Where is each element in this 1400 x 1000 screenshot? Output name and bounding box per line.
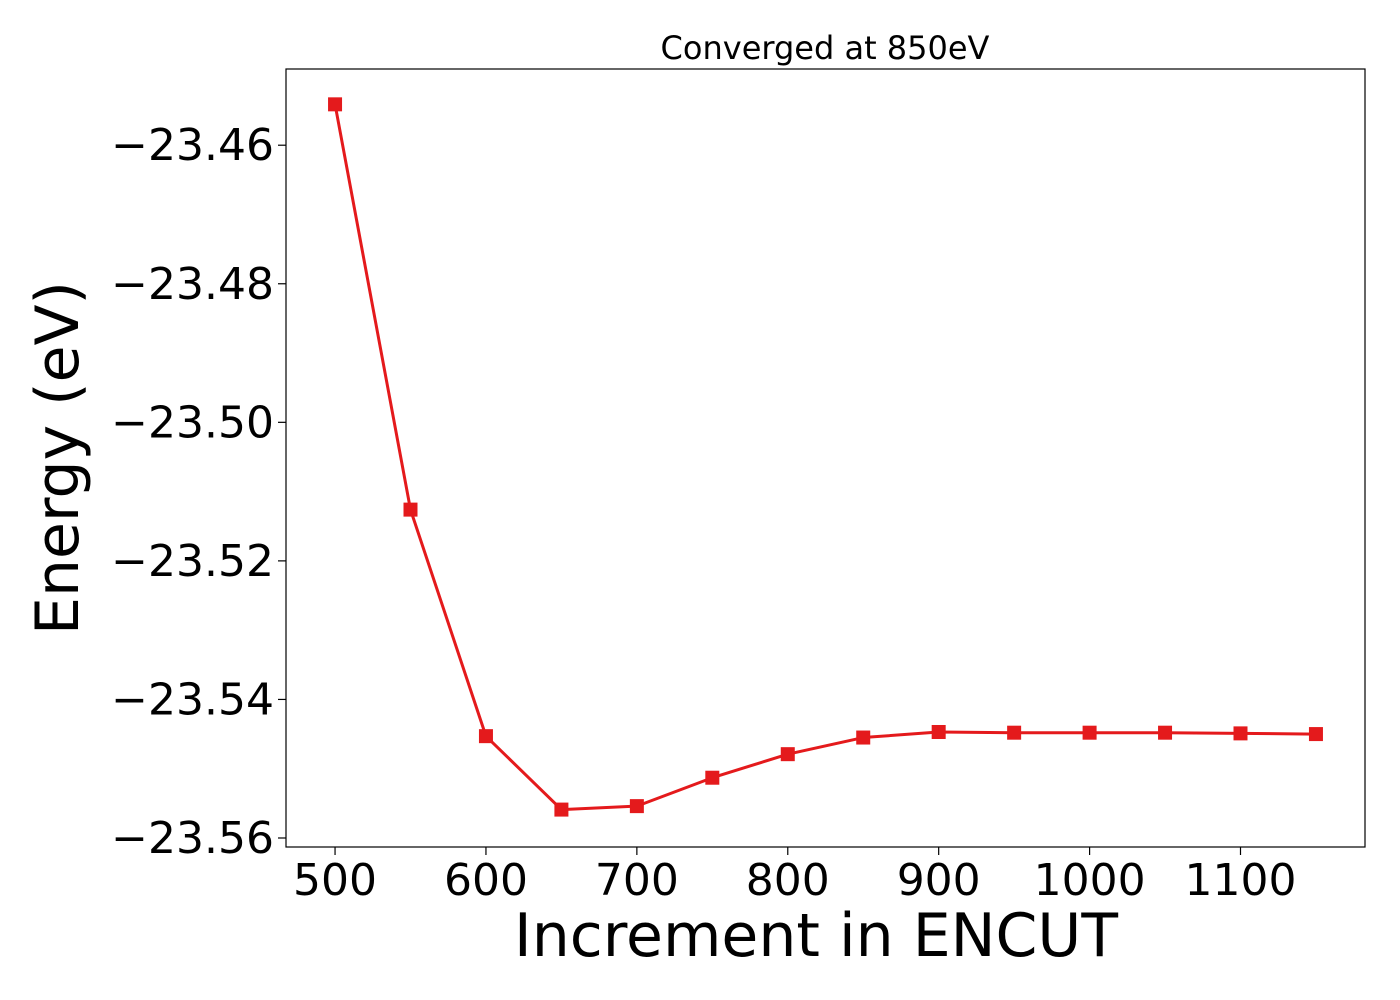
x-tick-label: 600	[444, 855, 528, 906]
x-tick-label: 500	[293, 855, 377, 906]
data-point	[1007, 725, 1022, 740]
data-point	[856, 730, 871, 745]
y-tick-label: −23.54	[111, 674, 274, 725]
data-point	[629, 799, 644, 814]
data-point	[1158, 725, 1173, 740]
series-line	[333, 104, 1316, 812]
y-tick-label: −23.56	[111, 813, 274, 864]
y-tick-label: −23.50	[111, 397, 274, 448]
data-point	[403, 502, 418, 517]
x-tick-label: 1000	[1034, 855, 1146, 906]
data-point	[1308, 727, 1323, 742]
plot-area	[285, 68, 1366, 848]
y-axis-label: Energy (eV)	[23, 281, 93, 635]
data-point	[780, 747, 795, 762]
x-tick-label: 900	[897, 855, 981, 906]
x-tick-label: 800	[746, 855, 830, 906]
x-axis-label: Increment in ENCUT	[514, 901, 1118, 971]
x-tick-label: 1100	[1185, 855, 1297, 906]
x-tick-label: 700	[595, 855, 679, 906]
y-axis: −23.46 −23.48 −23.50 −23.52 −23.54 −23.56	[111, 120, 286, 864]
y-tick-label: −23.48	[111, 259, 274, 310]
data-point	[328, 97, 343, 112]
data-point	[705, 770, 720, 785]
x-axis: 500 600 700 800 900 1000 1100	[293, 847, 1296, 906]
y-tick-label: −23.46	[111, 120, 274, 171]
data-point	[1233, 726, 1248, 741]
data-point	[554, 802, 569, 817]
data-point	[478, 729, 493, 744]
data-point	[1082, 725, 1097, 740]
data-point	[931, 724, 946, 739]
series-layer	[328, 97, 1323, 817]
y-tick-label: −23.52	[111, 536, 274, 587]
chart-title: Converged at 850eV	[661, 29, 990, 67]
